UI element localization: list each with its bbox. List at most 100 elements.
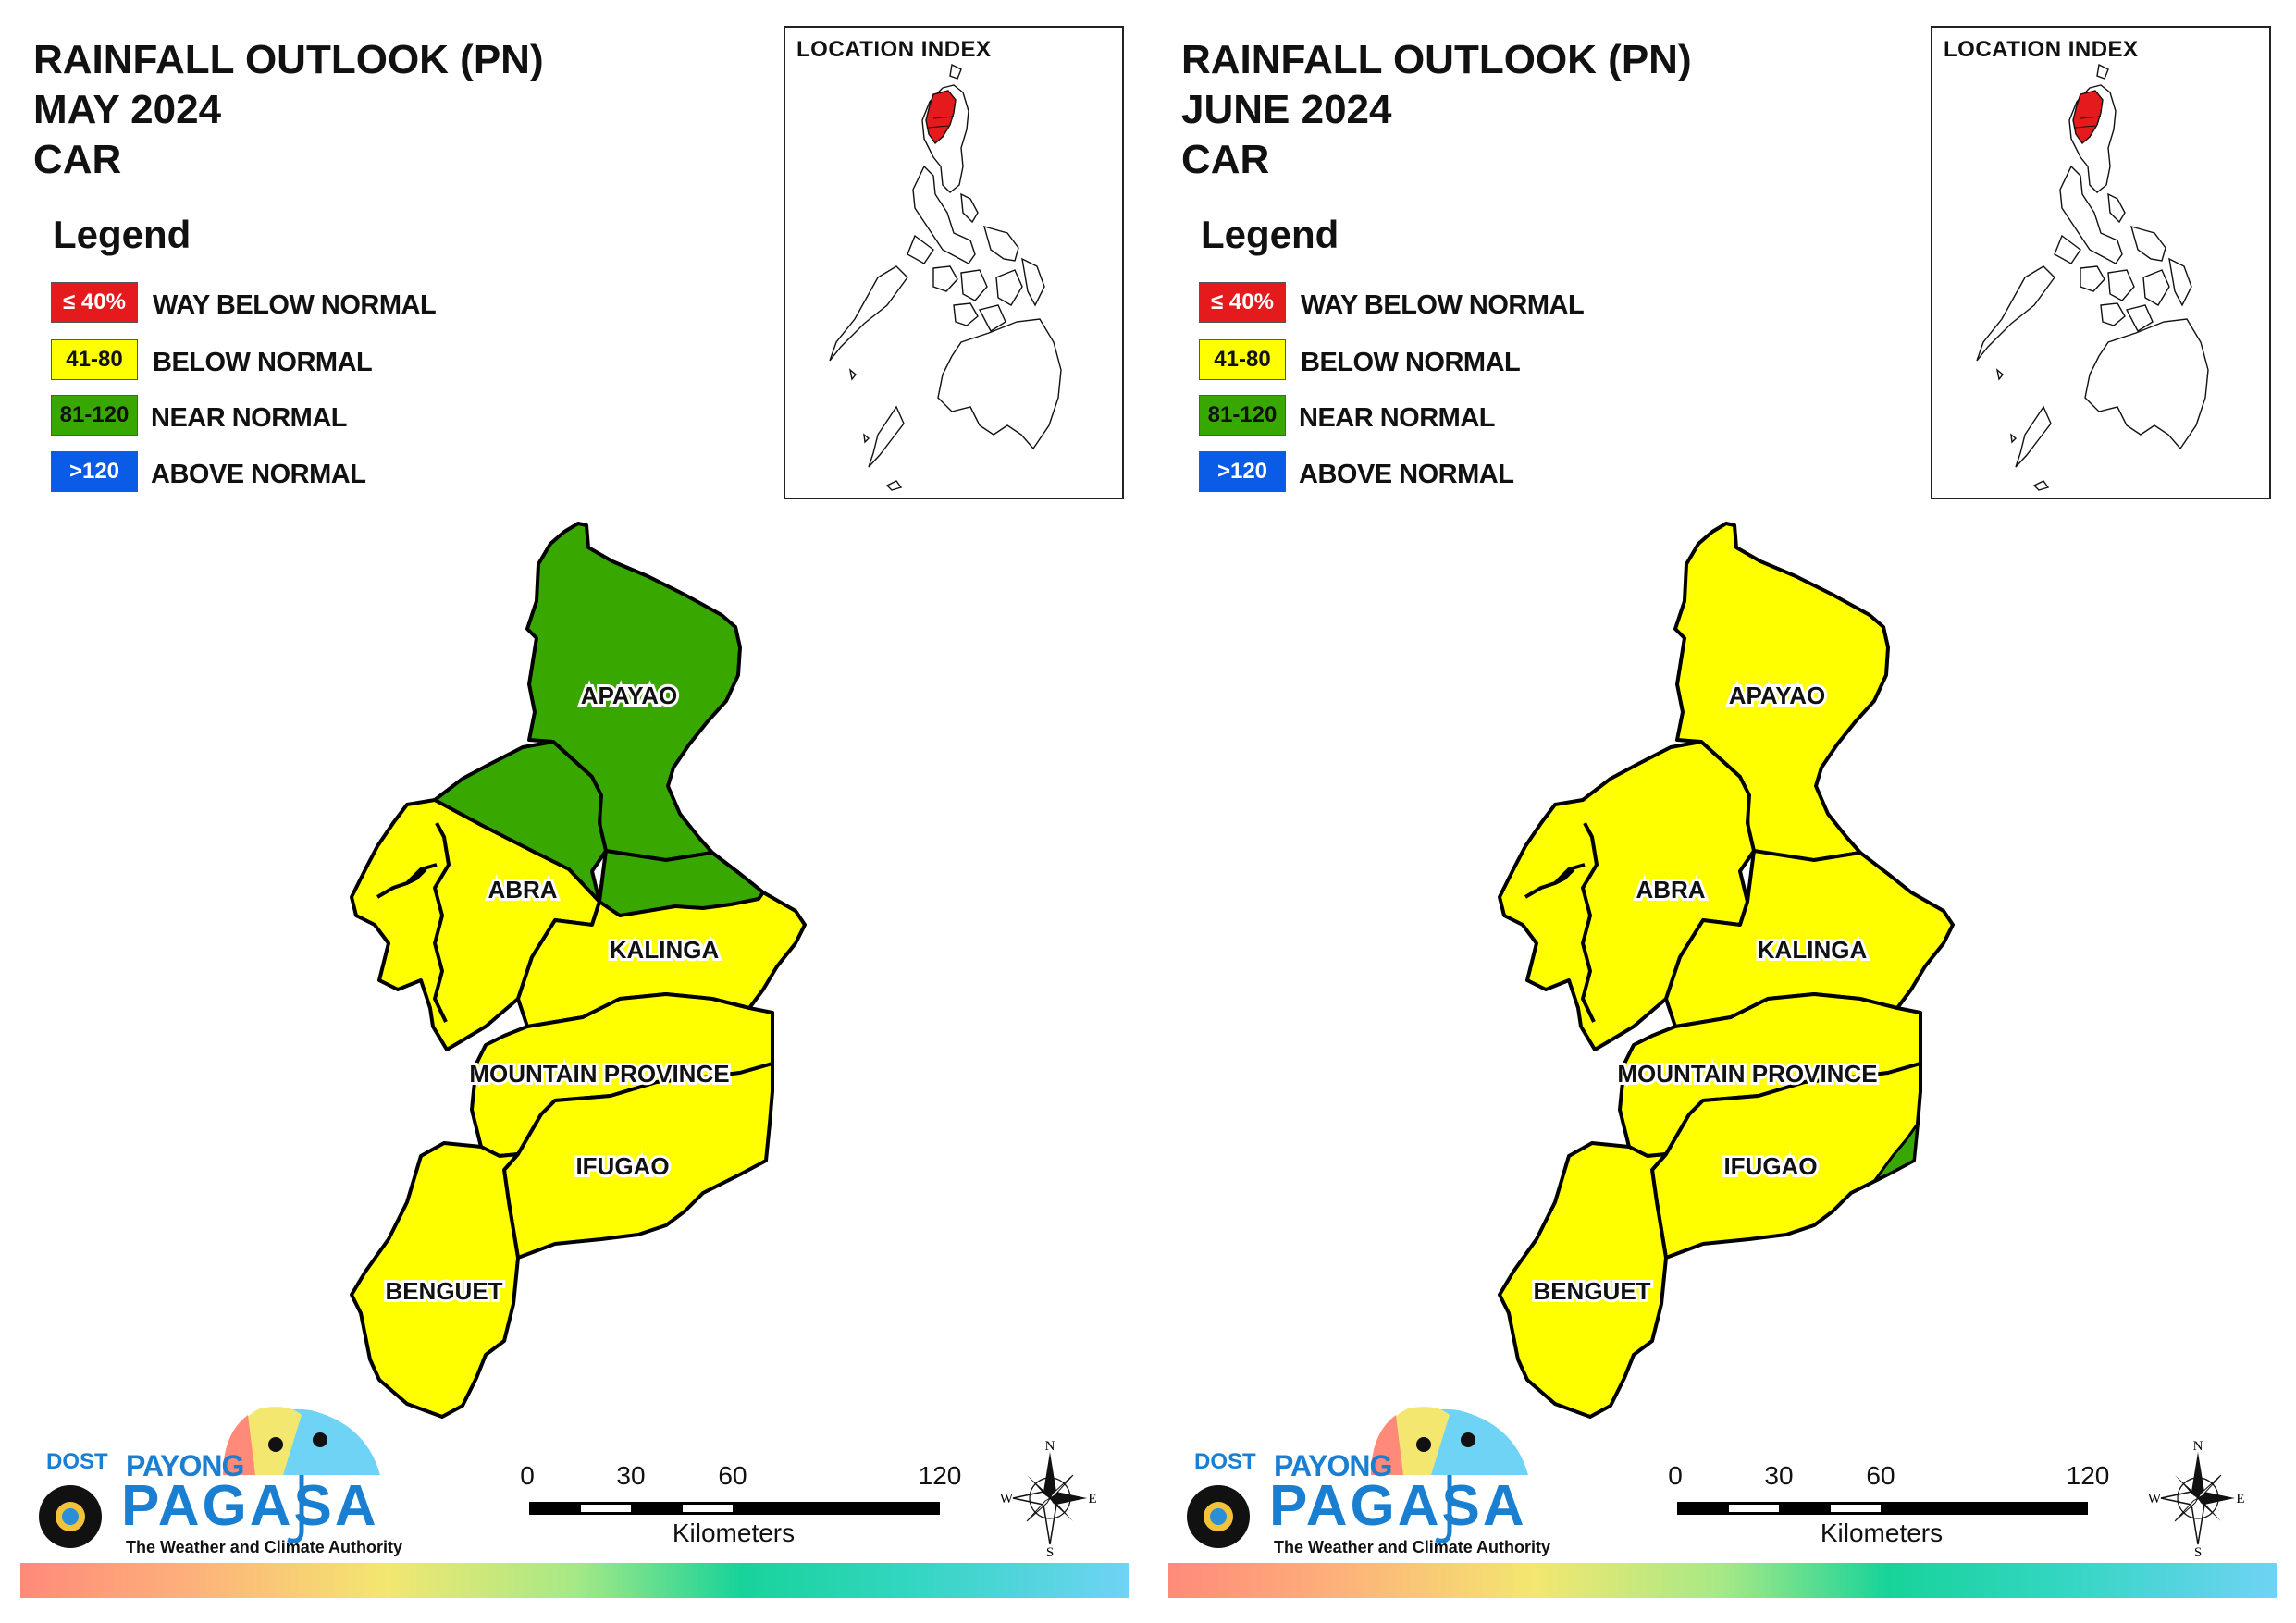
compass-w: W xyxy=(2148,1492,2162,1506)
scale-bar: 0 30 60 120 Kilometers xyxy=(520,1461,962,1554)
legend-label: ABOVE NORMAL xyxy=(151,460,366,489)
province-label-kalinga: KALINGA xyxy=(1758,936,1868,964)
logo-payong: PAYONG xyxy=(126,1449,244,1482)
location-index: LOCATION INDEX xyxy=(1931,26,2271,499)
legend-label: WAY BELOW NORMAL xyxy=(1301,290,1585,320)
scale-bar-graphic xyxy=(1677,1502,2088,1515)
logo-dost: DOST xyxy=(1194,1449,1256,1474)
province-label-benguet: BENGUET xyxy=(1533,1277,1650,1305)
legend-swatch: 41-80 xyxy=(51,339,138,380)
brand-gradient-bar xyxy=(20,1563,1129,1598)
compass-icon: N E S W xyxy=(2148,1439,2245,1560)
abra-river xyxy=(376,822,451,1023)
logo-payong: PAYONG xyxy=(1274,1449,1392,1482)
province-label-abra: ABRA xyxy=(488,876,557,904)
legend-swatch: 81-120 xyxy=(51,395,138,436)
philippines-outline xyxy=(829,63,1062,491)
legend-label: ABOVE NORMAL xyxy=(1299,460,1514,489)
compass-s: S xyxy=(2194,1545,2202,1558)
legend-label: BELOW NORMAL xyxy=(153,348,373,377)
compass-e: E xyxy=(1088,1492,1096,1506)
province-label-benguet: BENGUET xyxy=(385,1277,502,1305)
legend-label: NEAR NORMAL xyxy=(1299,403,1496,433)
compass-s: S xyxy=(1046,1545,1054,1558)
legend-swatch: 81-120 xyxy=(1199,395,1286,436)
abra-river xyxy=(1524,822,1599,1023)
compass-e: E xyxy=(2236,1492,2244,1506)
province-benguet xyxy=(1498,1141,1668,1419)
scale-tick: 30 xyxy=(616,1461,646,1490)
payong-pagasa-logo: DOST PAYONG PAGASA The Weather and Clima… xyxy=(1181,1392,1550,1563)
scale-units: Kilometers xyxy=(1820,1518,1944,1547)
title-line-1: RAINFALL OUTLOOK (PN) xyxy=(33,37,544,82)
province-label-mountain-province: MOUNTAIN PROVINCE xyxy=(1617,1060,1877,1088)
province-kalinga xyxy=(1664,849,1955,1028)
logo-pagasa: PAGASA xyxy=(121,1474,379,1538)
province-abra xyxy=(350,798,601,1051)
scale-tick: 120 xyxy=(918,1461,962,1490)
north-arrow: N E S W xyxy=(2147,1438,2249,1560)
legend-label: NEAR NORMAL xyxy=(151,403,348,433)
province-label-apayao: APAYAO xyxy=(581,682,678,709)
province-apayao xyxy=(1673,522,1890,867)
legend-title: Legend xyxy=(1201,213,1339,256)
legend-label: WAY BELOW NORMAL xyxy=(153,290,437,320)
legend-swatch: >120 xyxy=(51,451,138,492)
province-benguet xyxy=(350,1141,520,1419)
payong-pagasa-logo: DOST PAYONG PAGASA The Weather and Clima… xyxy=(33,1392,402,1563)
scale-bar-graphic xyxy=(529,1502,940,1515)
scale-units: Kilometers xyxy=(672,1518,796,1547)
legend-swatch: ≤ 40% xyxy=(51,282,138,323)
title-line-3: CAR xyxy=(33,137,122,182)
province-label-apayao: APAYAO xyxy=(1729,682,1826,709)
logo-tagline: The Weather and Climate Authority xyxy=(1274,1538,1551,1556)
province-label-abra: ABRA xyxy=(1636,876,1705,904)
umbrella-icon xyxy=(1187,1407,1528,1548)
province-abra xyxy=(1498,740,1756,1051)
brand-gradient-bar xyxy=(1168,1563,2277,1598)
logo-dost: DOST xyxy=(46,1449,108,1474)
title-line-2: MAY 2024 xyxy=(33,87,222,132)
scale-bar: 0 30 60 120 Kilometers xyxy=(1668,1461,2110,1554)
scale-tick: 60 xyxy=(718,1461,747,1490)
logo-tagline: The Weather and Climate Authority xyxy=(126,1538,403,1556)
umbrella-icon xyxy=(39,1407,380,1548)
compass-icon: N E S W xyxy=(1000,1439,1097,1560)
province-ifugao-east xyxy=(1873,1122,1920,1182)
panel-june: RAINFALL OUTLOOK (PN) JUNE 2024 CAR Lege… xyxy=(1148,0,2296,1623)
car-map: APAYAO ABRA KALINGA MOUNTAIN PROVINCE IF… xyxy=(1498,522,1955,1419)
scale-tick: 60 xyxy=(1866,1461,1895,1490)
legend-swatch: 41-80 xyxy=(1199,339,1286,380)
legend-title: Legend xyxy=(53,213,191,256)
north-arrow: N E S W xyxy=(999,1438,1101,1560)
car-highlight xyxy=(925,90,957,145)
province-label-ifugao: IFUGAO xyxy=(575,1152,669,1180)
province-label-kalinga: KALINGA xyxy=(610,936,720,964)
scale-tick: 0 xyxy=(1668,1461,1683,1490)
title-line-3: CAR xyxy=(1181,137,1270,182)
province-apayao xyxy=(525,522,742,867)
province-label-ifugao: IFUGAO xyxy=(1723,1152,1817,1180)
title-line-2: JUNE 2024 xyxy=(1181,87,1392,132)
map-title: RAINFALL OUTLOOK (PN) MAY 2024 CAR xyxy=(33,35,544,185)
panel-may: RAINFALL OUTLOOK (PN) MAY 2024 CAR Legen… xyxy=(20,26,1129,1598)
compass-n: N xyxy=(2193,1439,2203,1454)
compass-n: N xyxy=(1045,1439,1055,1454)
province-kalinga-north xyxy=(598,849,765,917)
location-index: LOCATION INDEX xyxy=(784,26,1124,499)
car-map: APAYAO ABRA KALINGA MOUNTAIN PROVINCE IF… xyxy=(350,522,807,1419)
map-title: RAINFALL OUTLOOK (PN) JUNE 2024 CAR xyxy=(1181,35,1692,185)
province-label-mountain-province: MOUNTAIN PROVINCE xyxy=(469,1060,729,1088)
logo-pagasa: PAGASA xyxy=(1269,1474,1527,1538)
legend-swatch: >120 xyxy=(1199,451,1286,492)
philippines-outline xyxy=(1976,63,2209,491)
compass-w: W xyxy=(1000,1492,1014,1506)
car-highlight xyxy=(2072,90,2104,145)
legend-swatch: ≤ 40% xyxy=(1199,282,1286,323)
legend-label: BELOW NORMAL xyxy=(1301,348,1521,377)
location-index-label: LOCATION INDEX xyxy=(1944,37,2139,62)
scale-tick: 120 xyxy=(2066,1461,2110,1490)
location-index-label: LOCATION INDEX xyxy=(796,37,992,62)
scale-tick: 0 xyxy=(520,1461,535,1490)
title-line-1: RAINFALL OUTLOOK (PN) xyxy=(1181,37,1692,82)
